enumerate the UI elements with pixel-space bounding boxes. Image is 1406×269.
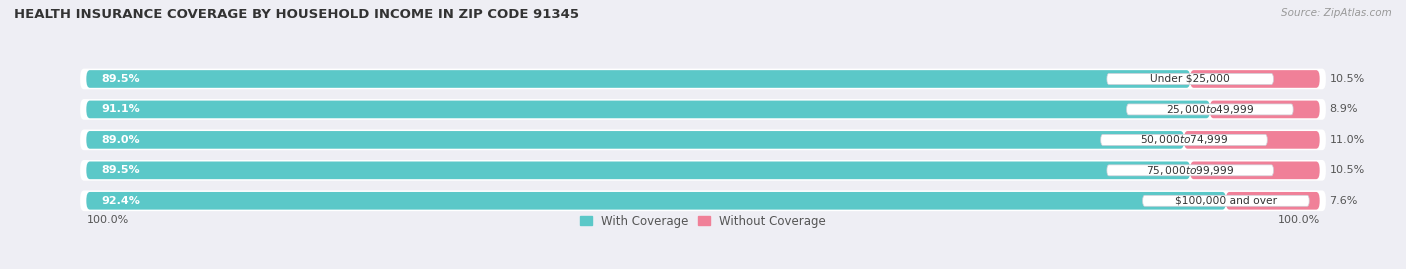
FancyBboxPatch shape <box>1189 161 1320 179</box>
Text: 7.6%: 7.6% <box>1330 196 1358 206</box>
FancyBboxPatch shape <box>80 69 1326 89</box>
FancyBboxPatch shape <box>1184 131 1320 149</box>
FancyBboxPatch shape <box>1189 70 1320 88</box>
Text: 10.5%: 10.5% <box>1330 165 1365 175</box>
Text: HEALTH INSURANCE COVERAGE BY HOUSEHOLD INCOME IN ZIP CODE 91345: HEALTH INSURANCE COVERAGE BY HOUSEHOLD I… <box>14 8 579 21</box>
FancyBboxPatch shape <box>80 130 1326 150</box>
Text: 89.5%: 89.5% <box>101 74 139 84</box>
FancyBboxPatch shape <box>1226 192 1320 210</box>
Text: 100.0%: 100.0% <box>86 215 128 225</box>
Text: 92.4%: 92.4% <box>101 196 141 206</box>
Text: $25,000 to $49,999: $25,000 to $49,999 <box>1166 103 1254 116</box>
FancyBboxPatch shape <box>86 70 1189 88</box>
FancyBboxPatch shape <box>86 101 1211 118</box>
Text: 100.0%: 100.0% <box>1278 215 1320 225</box>
Text: 10.5%: 10.5% <box>1330 74 1365 84</box>
FancyBboxPatch shape <box>1126 104 1294 115</box>
Text: 91.1%: 91.1% <box>101 104 139 114</box>
FancyBboxPatch shape <box>1107 165 1274 176</box>
Text: $100,000 and over: $100,000 and over <box>1175 196 1277 206</box>
Text: 8.9%: 8.9% <box>1330 104 1358 114</box>
FancyBboxPatch shape <box>86 131 1184 149</box>
Text: Under $25,000: Under $25,000 <box>1150 74 1230 84</box>
FancyBboxPatch shape <box>80 160 1326 181</box>
FancyBboxPatch shape <box>86 192 1226 210</box>
Text: Source: ZipAtlas.com: Source: ZipAtlas.com <box>1281 8 1392 18</box>
Text: 89.5%: 89.5% <box>101 165 139 175</box>
Text: $50,000 to $74,999: $50,000 to $74,999 <box>1140 133 1229 146</box>
FancyBboxPatch shape <box>1143 195 1309 206</box>
FancyBboxPatch shape <box>86 161 1189 179</box>
Legend: With Coverage, Without Coverage: With Coverage, Without Coverage <box>579 215 827 228</box>
Text: 89.0%: 89.0% <box>101 135 139 145</box>
Text: $75,000 to $99,999: $75,000 to $99,999 <box>1146 164 1234 177</box>
FancyBboxPatch shape <box>1107 73 1274 84</box>
FancyBboxPatch shape <box>1211 101 1320 118</box>
Text: 11.0%: 11.0% <box>1330 135 1365 145</box>
FancyBboxPatch shape <box>80 190 1326 211</box>
FancyBboxPatch shape <box>80 99 1326 120</box>
FancyBboxPatch shape <box>1101 134 1267 145</box>
